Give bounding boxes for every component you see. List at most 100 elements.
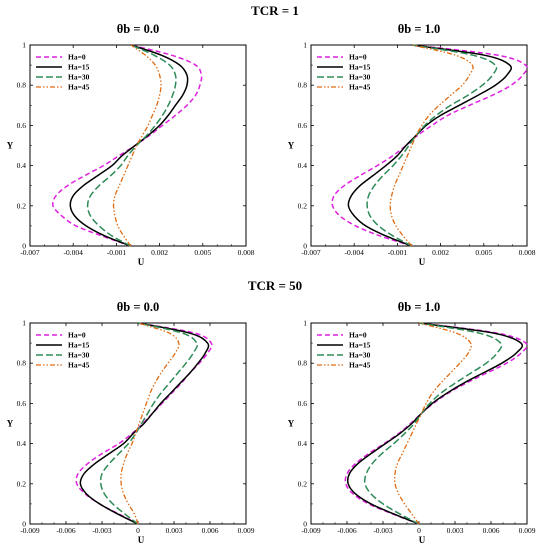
chart-panel-top-left: θb = 0.0 -0.007 -0.004 -0.001 0.002 0.005 0.00… [7,22,255,267]
legend-label: Ha=45 [349,83,371,92]
y-tick-label: 1 [22,319,26,328]
y-tick-label: 0.6 [17,121,27,130]
y-tick-label: 0 [22,520,26,529]
plot-frame [310,322,528,525]
series-line-ha-45 [112,44,162,247]
y-tick-label: 0 [303,520,307,529]
x-tick-label: 0.002 [432,248,449,257]
plot-frame [310,44,528,247]
y-axis-label: Y [288,419,295,429]
series-line-ha-30 [363,322,503,525]
legend-label: Ha=0 [349,331,367,340]
series-line-ha-30 [99,322,198,525]
legend-label: Ha=0 [349,53,367,62]
legend-label: Ha=30 [349,73,371,82]
row-title-tcr-1: TCR = 1 [251,3,299,18]
chart-panel-bottom-left: θb = 0.0 -0.009 -0.006 -0.003 0 0.003 0.006 0.0… [7,300,255,545]
y-tick-label: 0.2 [17,201,27,210]
x-tick-label: 0.008 [238,248,255,257]
y-tick-label: 0.6 [17,399,27,408]
chart-panel-bottom-right: θb = 1.0 -0.009 -0.006 -0.003 0 0.003 0.006 0.0… [288,300,536,545]
x-tick-label: 0.003 [447,526,464,535]
y-tick-label: 0 [22,242,26,251]
series-line-ha-30 [366,44,498,247]
y-tick-label: 0.6 [298,121,308,130]
series-line-ha-15 [346,322,524,525]
x-axis-label: U [138,535,145,545]
y-axis-label: Y [7,141,14,151]
y-tick-label: 0.4 [298,439,308,448]
y-tick-label: 1 [303,41,307,50]
x-tick-label: -0.009 [20,526,40,535]
y-axis-label: Y [7,419,14,429]
y-tick-label: 1 [22,41,26,50]
y-tick-label: 1 [303,319,307,328]
plot-frame [29,322,247,525]
panel-title: θb = 0.0 [117,300,159,314]
x-axis-label: U [419,257,426,267]
x-axis-label: U [419,535,426,545]
x-tick-label: 0.002 [151,248,168,257]
x-tick-label: 0.006 [483,526,500,535]
x-tick-label: -0.004 [64,248,84,257]
y-tick-label: 0.8 [17,81,27,90]
series-line-ha-45 [389,44,474,247]
series-line-ha-0 [331,44,529,247]
x-tick-label: 0.005 [475,248,492,257]
x-tick-label: 0.009 [238,526,255,535]
legend-label: Ha=15 [68,63,90,72]
x-tick-label: -0.001 [388,248,408,257]
x-tick-label: 0 [136,526,140,535]
y-tick-label: 0.8 [298,81,308,90]
panel-title: θb = 1.0 [398,22,440,36]
row-title-tcr-50: TCR = 50 [248,278,302,293]
y-tick-label: 0 [303,242,307,251]
legend-label: Ha=30 [349,351,371,360]
x-tick-label: -0.003 [92,526,112,535]
panel-title: θb = 1.0 [398,300,440,314]
y-tick-label: 0.6 [298,399,308,408]
x-tick-label: -0.006 [56,526,76,535]
x-tick-label: -0.009 [301,526,321,535]
y-axis-label: Y [288,141,295,151]
y-tick-label: 0.4 [17,161,27,170]
legend-label: Ha=15 [68,341,90,350]
x-tick-label: -0.006 [337,526,357,535]
panel-title: θb = 0.0 [117,22,159,36]
chart-panel-top-right: θb = 1.0 -0.007 -0.004 -0.001 0.002 0.005 0.00… [288,22,536,267]
x-tick-label: -0.004 [345,248,365,257]
y-tick-label: 0.8 [17,359,27,368]
y-tick-label: 0.2 [298,201,308,210]
legend-label: Ha=0 [68,53,86,62]
y-tick-label: 0.2 [298,479,308,488]
x-tick-label: 0.005 [194,248,211,257]
x-tick-label: 0.009 [519,526,536,535]
legend-label: Ha=15 [349,341,371,350]
legend-label: Ha=0 [68,331,86,340]
x-tick-label: -0.007 [20,248,40,257]
legend-label: Ha=30 [68,73,90,82]
legend-label: Ha=15 [349,63,371,72]
y-tick-label: 0.4 [17,439,27,448]
legend-label: Ha=45 [68,83,90,92]
x-tick-label: 0.006 [202,526,219,535]
x-tick-label: -0.007 [301,248,321,257]
series-line-ha-30 [86,44,177,247]
x-axis-label: U [138,257,145,267]
x-tick-label: 0.003 [166,526,183,535]
x-tick-label: 0 [417,526,421,535]
x-tick-label: 0.008 [519,248,536,257]
x-tick-label: -0.001 [107,248,127,257]
y-tick-label: 0.8 [298,359,308,368]
series-line-ha-15 [79,322,210,525]
series-line-ha-45 [393,322,472,525]
series-line-ha-0 [344,322,528,525]
y-tick-label: 0.2 [17,479,27,488]
legend-label: Ha=45 [68,361,90,370]
series-line-ha-45 [120,322,180,525]
series-line-ha-15 [69,44,189,247]
y-tick-label: 0.4 [298,161,308,170]
series-line-ha-15 [347,44,512,247]
legend-label: Ha=30 [68,351,90,360]
series-line-ha-0 [75,322,213,525]
